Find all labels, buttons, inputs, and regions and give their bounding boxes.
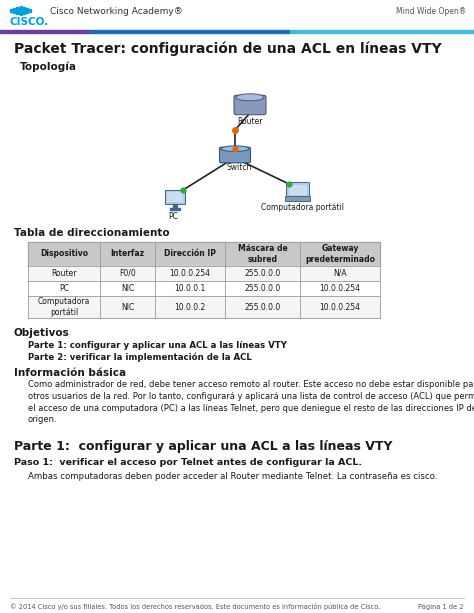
Text: 255.0.0.0: 255.0.0.0 bbox=[245, 302, 281, 311]
Text: Router: Router bbox=[51, 269, 77, 278]
Bar bbox=[167, 192, 183, 202]
Text: F0/0: F0/0 bbox=[119, 269, 136, 278]
FancyBboxPatch shape bbox=[234, 95, 266, 115]
Text: Computadora
portátil: Computadora portátil bbox=[38, 297, 90, 317]
Ellipse shape bbox=[236, 94, 264, 101]
Text: Router: Router bbox=[237, 117, 263, 126]
Text: Página 1 de 2: Página 1 de 2 bbox=[419, 603, 464, 609]
Text: 10.0.0.254: 10.0.0.254 bbox=[319, 302, 361, 311]
Text: Objetivos: Objetivos bbox=[14, 328, 70, 338]
Text: Dispositivo: Dispositivo bbox=[40, 249, 88, 259]
Text: Computadora portátil: Computadora portátil bbox=[262, 203, 345, 212]
Text: Ambas computadoras deben poder acceder al Router mediante Telnet. La contraseña : Ambas computadoras deben poder acceder a… bbox=[28, 472, 438, 481]
Bar bbox=[28, 296, 380, 318]
Text: PC: PC bbox=[168, 212, 178, 221]
FancyBboxPatch shape bbox=[219, 147, 250, 163]
Bar bbox=[26, 8, 28, 13]
Text: Parte 1:  configurar y aplicar una ACL a las líneas VTY: Parte 1: configurar y aplicar una ACL a … bbox=[14, 440, 392, 453]
Bar bbox=[10, 9, 12, 12]
Bar bbox=[28, 266, 380, 281]
Text: 10.0.0.254: 10.0.0.254 bbox=[170, 269, 210, 278]
Bar bbox=[23, 7, 25, 14]
Text: © 2014 Cisco y/o sus filiales. Todos los derechos reservados. Este documento es : © 2014 Cisco y/o sus filiales. Todos los… bbox=[10, 603, 380, 610]
Text: 10.0.0.1: 10.0.0.1 bbox=[174, 284, 206, 293]
Text: Gateway
predeterminado: Gateway predeterminado bbox=[305, 245, 375, 264]
Text: Tabla de direccionamiento: Tabla de direccionamiento bbox=[14, 228, 170, 238]
FancyBboxPatch shape bbox=[286, 183, 310, 197]
Text: Información básica: Información básica bbox=[14, 368, 126, 378]
Text: Switch: Switch bbox=[226, 163, 252, 172]
Bar bbox=[173, 204, 177, 208]
Ellipse shape bbox=[221, 146, 249, 151]
Text: 10.0.0.254: 10.0.0.254 bbox=[319, 284, 361, 293]
Text: NIC: NIC bbox=[121, 284, 134, 293]
Text: Interfaz: Interfaz bbox=[110, 249, 145, 259]
Bar bbox=[0, 0, 474, 35]
Bar bbox=[0, 30, 90, 33]
Text: N/A: N/A bbox=[333, 269, 347, 278]
Text: Parte 2: verificar la implementación de la ACL: Parte 2: verificar la implementación de … bbox=[28, 353, 252, 362]
Bar bbox=[13, 8, 15, 13]
Bar bbox=[90, 30, 290, 33]
Text: Paso 1:  verificar el acceso por Telnet antes de configurar la ACL.: Paso 1: verificar el acceso por Telnet a… bbox=[14, 458, 362, 467]
Text: Topología: Topología bbox=[20, 62, 77, 72]
Text: Máscara de
subred: Máscara de subred bbox=[237, 245, 287, 264]
Text: NIC: NIC bbox=[121, 302, 134, 311]
Bar bbox=[19, 6, 22, 15]
Bar bbox=[290, 30, 474, 33]
Bar bbox=[29, 9, 31, 12]
Text: 10.0.0.2: 10.0.0.2 bbox=[174, 302, 206, 311]
Text: Como administrador de red, debe tener acceso remoto al router. Este acceso no de: Como administrador de red, debe tener ac… bbox=[28, 380, 474, 424]
Text: 255.0.0.0: 255.0.0.0 bbox=[245, 284, 281, 293]
Text: Dirección IP: Dirección IP bbox=[164, 249, 216, 259]
Bar bbox=[28, 281, 380, 296]
Text: CISCO.: CISCO. bbox=[10, 17, 49, 27]
Text: Parte 1: configurar y aplicar una ACL a las líneas VTY: Parte 1: configurar y aplicar una ACL a … bbox=[28, 341, 287, 350]
Text: Cisco Networking Academy®: Cisco Networking Academy® bbox=[50, 7, 183, 16]
Bar bbox=[170, 208, 180, 210]
Bar bbox=[28, 242, 380, 266]
Text: Packet Tracer: configuración de una ACL en líneas VTY: Packet Tracer: configuración de una ACL … bbox=[14, 42, 442, 56]
Bar bbox=[165, 190, 185, 204]
Text: Mind Wide Open®: Mind Wide Open® bbox=[396, 7, 466, 16]
Bar bbox=[17, 7, 18, 14]
Text: PC: PC bbox=[59, 284, 69, 293]
Bar bbox=[289, 185, 307, 195]
FancyBboxPatch shape bbox=[285, 197, 310, 202]
Text: 255.0.0.0: 255.0.0.0 bbox=[245, 269, 281, 278]
